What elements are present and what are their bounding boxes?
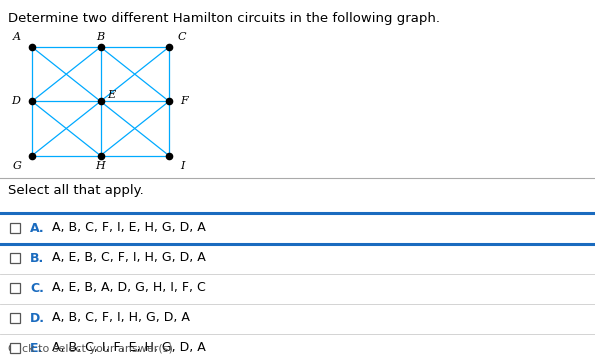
Text: D: D	[11, 96, 20, 106]
Text: B.: B.	[30, 252, 44, 265]
Text: F: F	[180, 96, 188, 106]
Text: D.: D.	[30, 311, 45, 324]
Bar	[10, 283, 20, 293]
Text: A, B, C, F, I, E, H, G, D, A: A, B, C, F, I, E, H, G, D, A	[52, 222, 206, 235]
Bar	[10, 223, 20, 233]
Text: A, B, C, F, I, H, G, D, A: A, B, C, F, I, H, G, D, A	[52, 311, 190, 324]
Text: E: E	[107, 90, 115, 100]
Text: Click to select your answer(s): Click to select your answer(s)	[8, 344, 173, 354]
Text: A.: A.	[30, 222, 45, 235]
Text: A, E, B, C, F, I, H, G, D, A: A, E, B, C, F, I, H, G, D, A	[52, 252, 206, 265]
Text: I: I	[180, 161, 185, 172]
Text: B: B	[96, 32, 105, 42]
Text: C.: C.	[30, 282, 44, 295]
Text: G: G	[12, 161, 21, 172]
Bar	[10, 313, 20, 323]
Bar	[10, 343, 20, 353]
Text: Select all that apply.: Select all that apply.	[8, 184, 144, 197]
Text: C: C	[177, 32, 186, 42]
Text: Determine two different Hamilton circuits in the following graph.: Determine two different Hamilton circuit…	[8, 12, 440, 25]
Text: A, B, C, I, F, E, H, G, D, A: A, B, C, I, F, E, H, G, D, A	[52, 341, 206, 354]
Text: A: A	[13, 32, 21, 42]
Bar	[10, 253, 20, 263]
Text: A, E, B, A, D, G, H, I, F, C: A, E, B, A, D, G, H, I, F, C	[52, 282, 206, 295]
Text: H: H	[96, 161, 105, 172]
Text: E.: E.	[30, 341, 43, 354]
